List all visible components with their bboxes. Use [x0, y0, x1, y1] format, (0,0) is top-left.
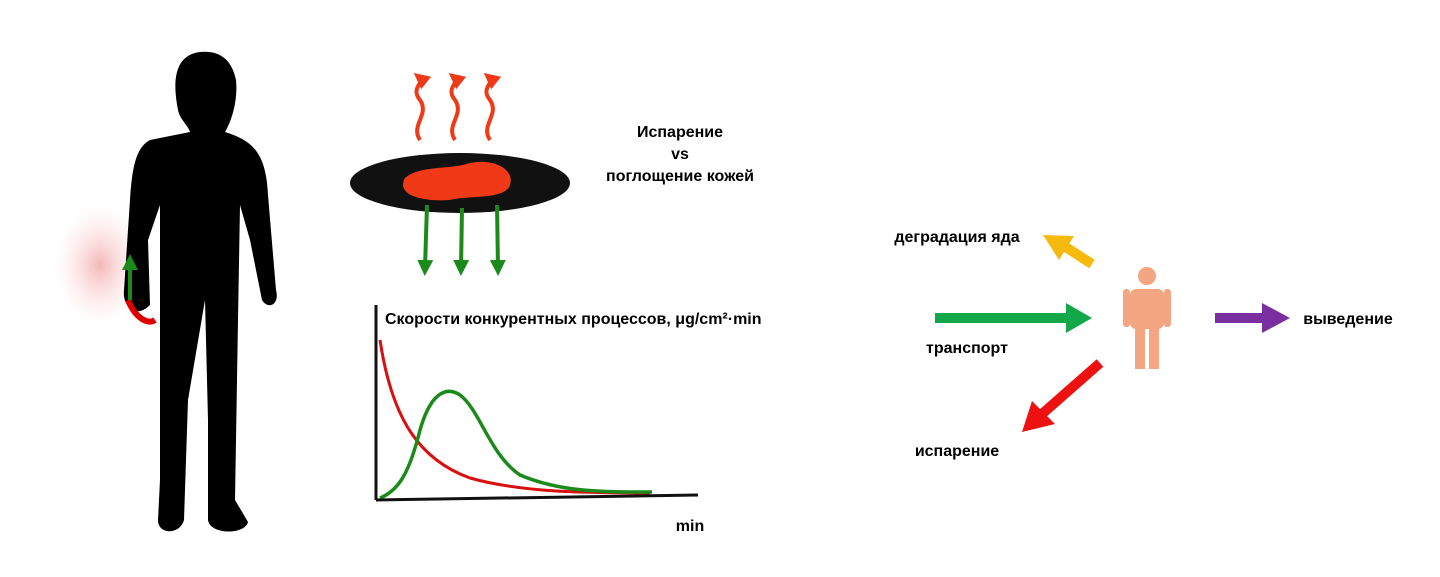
- vapor-arrow: [483, 72, 502, 142]
- fate-diagram: деградация яда транспорт выведение испар…: [894, 229, 1392, 460]
- panel-title: Испарение: [637, 124, 723, 141]
- absorption-curve: [379, 389, 653, 500]
- excretion-label: выведение: [1303, 311, 1393, 328]
- icon-torso: [1130, 289, 1164, 329]
- panel-title: vs: [671, 146, 689, 163]
- hand-contamination: [125, 298, 157, 325]
- evaporation-arrow: [1038, 359, 1104, 418]
- person-silhouette: [55, 51, 277, 532]
- body: [123, 51, 277, 532]
- vapor-arrow: [448, 72, 467, 142]
- icon-arm: [1123, 289, 1130, 327]
- evaporation-curve: [378, 339, 651, 495]
- degradation-label: деградация яда: [894, 229, 1019, 246]
- icon-leg: [1135, 325, 1145, 369]
- rate-plot: Скорости конкурентных процессов, μg/cm²·…: [374, 305, 762, 535]
- arrow-head: [1043, 235, 1074, 260]
- x-axis-label: min: [676, 518, 704, 535]
- absorption-arrow: [417, 204, 434, 276]
- arrow-head: [1262, 303, 1290, 333]
- arrow-head: [1022, 401, 1055, 432]
- vapor-cloud: [55, 205, 145, 325]
- evaporation-label: испарение: [915, 443, 999, 460]
- icon-head: [1138, 267, 1156, 285]
- vapor-arrow: [413, 72, 432, 142]
- absorption-arrow: [453, 207, 470, 276]
- absorption-arrow: [489, 204, 506, 276]
- degradation-arrow: [1061, 241, 1095, 269]
- icon-leg: [1149, 325, 1159, 369]
- plot-title: Скорости конкурентных процессов, μg/cm²·…: [385, 311, 762, 328]
- droplet: [403, 161, 511, 201]
- person-icon: [1123, 267, 1171, 369]
- arrow-head: [1066, 303, 1092, 333]
- transport-label: транспорт: [926, 340, 1008, 357]
- panel-title: поглощение кожей: [606, 168, 754, 185]
- icon-arm: [1164, 289, 1171, 327]
- skin-panel: Испарение vs поглощение кожей: [350, 72, 754, 276]
- x-axis: [375, 493, 699, 502]
